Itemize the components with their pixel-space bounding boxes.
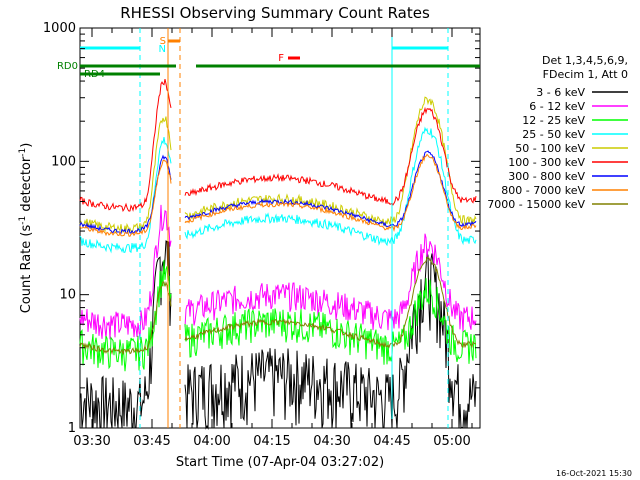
legend-label: 50 - 100 keV: [515, 142, 585, 155]
flag-label: N: [159, 44, 166, 55]
series-line-segment: [184, 106, 477, 206]
series-line-segment: [184, 233, 477, 333]
series-line-segment: [184, 278, 477, 365]
y-tick-label: 10: [59, 288, 76, 303]
flag-label: RD0: [57, 61, 78, 72]
chart-title: RHESSI Observing Summary Count Rates: [120, 4, 430, 22]
series-line-segment: [184, 150, 477, 228]
x-tick-label: 03:30: [73, 434, 110, 449]
legend: Det 1,3,4,5,6,9, FDecim 1, Att 0 3 - 6 k…: [487, 54, 628, 211]
x-axis-label: Start Time (07-Apr-04 03:27:02): [176, 455, 384, 470]
flag-label: S: [160, 36, 166, 47]
legend-label: 12 - 25 keV: [522, 114, 585, 127]
series-line-segment: [184, 126, 477, 247]
legend-label: 6 - 12 keV: [529, 100, 585, 113]
flag-label: RD4: [84, 69, 105, 80]
series-line-segment: [184, 153, 477, 233]
flag-layer: RD0 RD4 SN F: [57, 28, 480, 428]
series-line-segment: [79, 159, 172, 237]
legend-label: 3 - 6 keV: [536, 86, 585, 99]
y-axis: 1 10 100 1000: [43, 21, 480, 436]
x-tick-label: 05:00: [433, 434, 470, 449]
series-line-segment: [184, 96, 477, 228]
series-line-segment: [79, 116, 172, 234]
series-line-segment: [79, 204, 172, 340]
series-line-segment: [79, 259, 172, 372]
series-line-segment: [79, 281, 172, 356]
legend-label: 7000 - 15000 keV: [487, 198, 585, 211]
plot-frame: [79, 27, 481, 429]
x-tick-label: 04:00: [193, 434, 230, 449]
footer-timestamp: 16-Oct-2021 15:30: [556, 469, 632, 478]
x-tick-label: 04:30: [313, 434, 350, 449]
series-line-segment: [79, 240, 172, 429]
y-axis-label: Count Rate (s-1 detector-1): [18, 143, 34, 314]
legend-header-line-1: Det 1,3,4,5,6,9,: [542, 54, 628, 67]
legend-header-line-2: FDecim 1, Att 0: [543, 68, 628, 81]
legend-label: 800 - 7000 keV: [501, 184, 585, 197]
y-tick-label: 100: [51, 154, 76, 169]
y-tick-label: 1000: [43, 21, 76, 36]
series-line-segment: [79, 78, 172, 212]
legend-label: 100 - 300 keV: [508, 156, 585, 169]
legend-label: 300 - 800 keV: [508, 170, 585, 183]
x-tick-label: 04:15: [253, 434, 290, 449]
plot-area: RD0 RD4 SN F 1 10 100 1000 03:30 03:45 04:00 04:1…: [43, 21, 481, 449]
y-tick-label: 1: [68, 421, 76, 436]
series-line-segment: [184, 256, 476, 349]
x-axis: 03:30 03:45 04:00 04:15 04:30 04:45 05:00: [73, 28, 473, 449]
legend-label: 25 - 50 keV: [522, 128, 585, 141]
series-layer: [79, 78, 477, 430]
x-tick-label: 04:45: [373, 434, 410, 449]
series-line-segment: [79, 137, 172, 254]
x-tick-label: 03:45: [133, 434, 170, 449]
flag-label: F: [278, 53, 284, 64]
